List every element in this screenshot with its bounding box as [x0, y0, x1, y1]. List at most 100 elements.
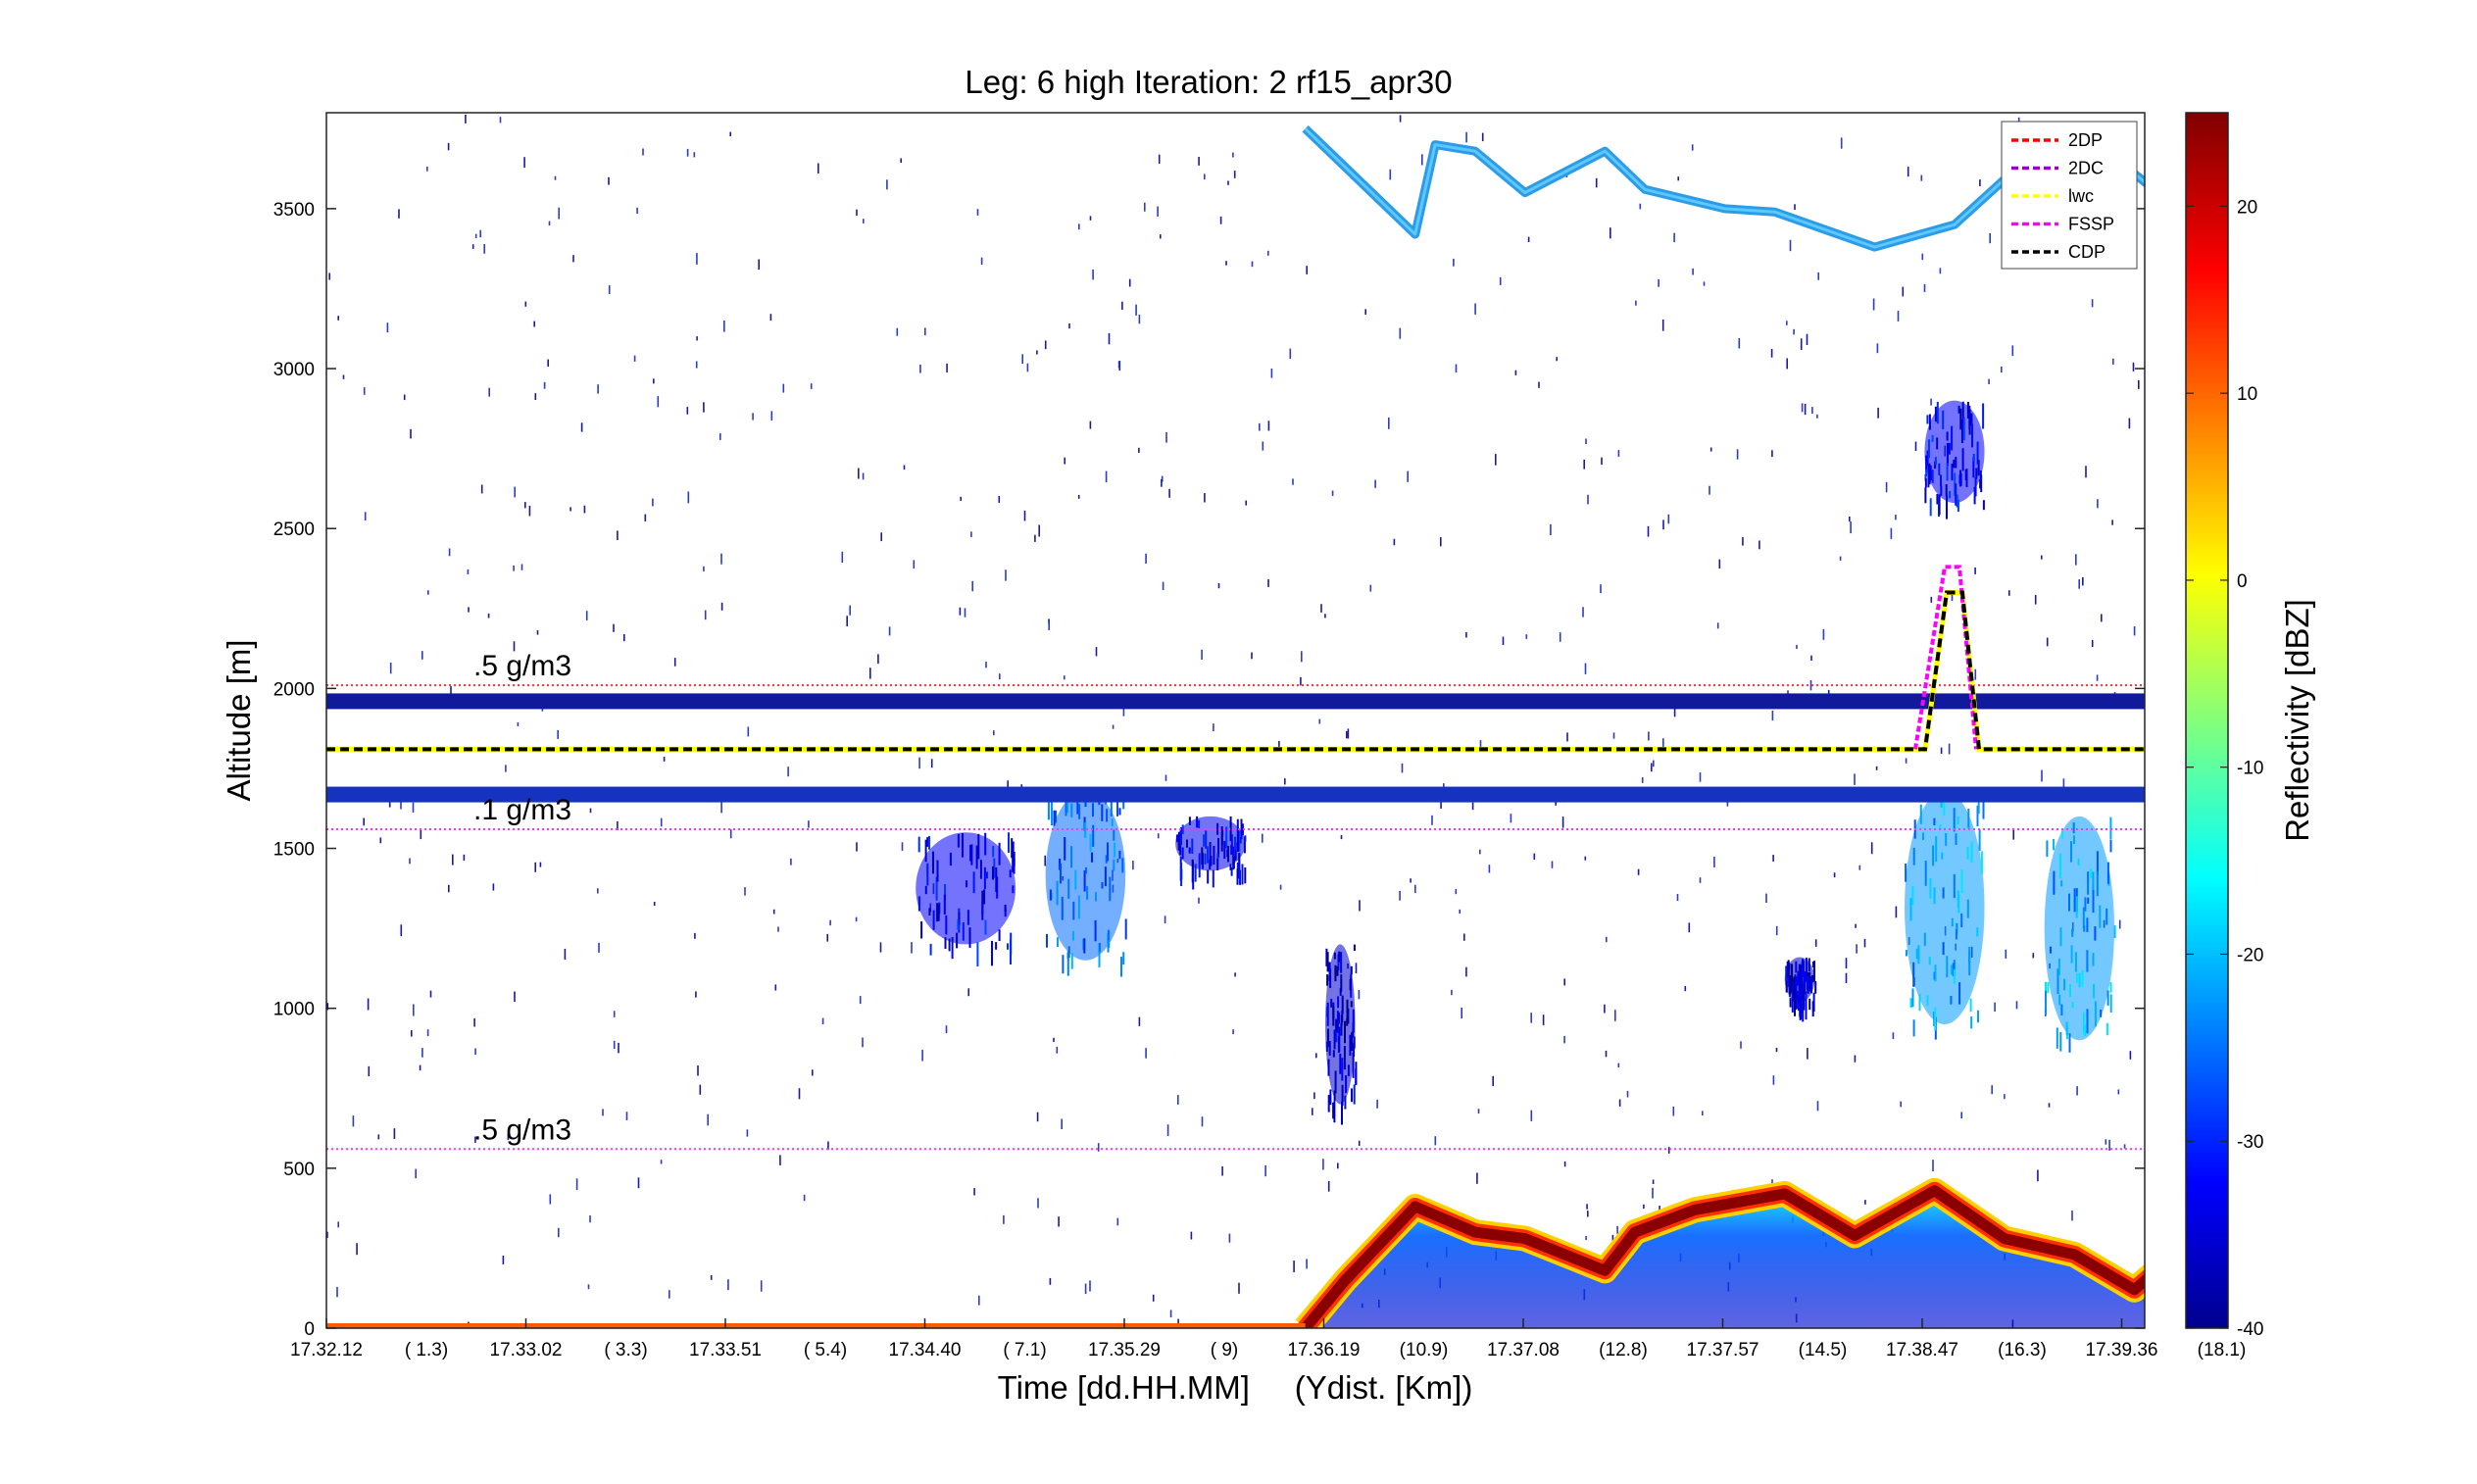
cloud-echo-texture — [2075, 896, 2078, 918]
cloud-echo-texture — [962, 922, 965, 941]
cloud-echo-texture — [2161, 1078, 2163, 1095]
cloud-echo-texture — [1329, 1089, 1332, 1106]
noise-speckle — [1346, 730, 1348, 739]
noise-speckle — [1007, 780, 1009, 791]
cloud-echo-texture — [1009, 869, 1012, 878]
noise-speckle — [2011, 345, 2014, 357]
noise-speckle — [1414, 884, 1416, 894]
cloud-echo-texture — [1341, 1101, 1343, 1125]
noise-speckle — [1463, 933, 1465, 941]
cloud-echo-texture — [2173, 1056, 2175, 1062]
noise-speckle — [1648, 731, 1650, 741]
cloud-echo-texture — [1236, 818, 1239, 844]
cloud-echo-texture — [1328, 1041, 1331, 1056]
cloud-echo-texture — [1795, 985, 1798, 1010]
cloud-echo-texture — [2096, 851, 2099, 875]
noise-speckle — [1164, 774, 1167, 781]
noise-speckle — [660, 817, 663, 827]
noise-speckle — [1806, 333, 1808, 345]
cloud-echo-texture — [1970, 1016, 1973, 1029]
noise-speckle — [808, 820, 810, 828]
noise-speckle — [2132, 362, 2135, 371]
cloud-echo-texture — [924, 885, 927, 895]
cloud-echo-texture — [2148, 1046, 2150, 1068]
cloud-echo-texture — [2077, 858, 2080, 866]
cloud-echo-texture — [1225, 826, 1228, 849]
cloud-echo-texture — [1064, 837, 1066, 861]
cloud-echo-texture — [1353, 1084, 1356, 1105]
noise-speckle — [1796, 644, 1798, 649]
noise-speckle — [967, 988, 969, 997]
noise-speckle — [945, 1025, 948, 1034]
cloud-echo-texture — [1181, 847, 1184, 860]
cloud-echo-texture — [2162, 1073, 2164, 1091]
noise-speckle — [642, 148, 644, 156]
noise-speckle — [1673, 707, 1676, 717]
noise-speckle — [697, 1065, 699, 1076]
noise-speckle — [1068, 323, 1070, 329]
noise-speckle — [1061, 1118, 1063, 1129]
cloud-echo-texture — [1118, 808, 1121, 816]
cloud-echo-texture — [1111, 818, 1114, 826]
noise-speckle — [1169, 1310, 1172, 1317]
cloud-echo-texture — [1012, 841, 1015, 864]
noise-speckle — [1651, 763, 1653, 772]
noise-speckle — [1659, 1206, 1660, 1211]
noise-speckle — [1084, 1283, 1087, 1295]
cloud-echo-texture — [1969, 998, 1972, 1013]
noise-speckle — [1488, 865, 1491, 873]
cloud-echo-texture — [1004, 908, 1007, 917]
noise-speckle — [1320, 604, 1322, 613]
noise-speckle — [1267, 250, 1269, 256]
noise-speckle — [1461, 1008, 1462, 1019]
cloud-echo-texture — [2176, 1083, 2178, 1092]
cloud-echo-texture — [1958, 982, 1961, 1005]
cloud-echo-texture — [2105, 1022, 2108, 1036]
noise-speckle — [1502, 636, 1505, 645]
cloud-echo-texture — [992, 866, 994, 880]
noise-speckle — [1108, 332, 1111, 345]
cloud-echo-texture — [998, 929, 1001, 941]
cloud-echo-texture — [2094, 926, 2097, 941]
cloud-echo-texture — [1809, 978, 1812, 992]
cloud-echo-texture — [1243, 836, 1246, 854]
cloud-echo-texture — [1244, 835, 1247, 842]
noise-speckle — [1994, 1002, 1996, 1012]
cloud-echo-texture — [2161, 1051, 2163, 1076]
noise-speckle — [694, 932, 696, 939]
noise-speckle — [1331, 490, 1334, 496]
cloud-echo-texture — [945, 915, 948, 935]
cloud-echo-texture — [1801, 962, 1804, 984]
cloud-echo-texture — [1086, 886, 1089, 900]
cloud-echo-texture — [1928, 957, 1931, 965]
cloud-echo-texture — [1057, 937, 1059, 947]
x-tick-label: 17.33.51 — [689, 1340, 762, 1360]
noise-speckle — [400, 924, 403, 937]
noise-speckle — [1771, 1179, 1773, 1185]
noise-speckle — [1807, 1048, 1808, 1060]
noise-speckle — [1161, 475, 1164, 482]
noise-speckle — [1492, 1075, 1494, 1087]
cloud-echo-texture — [928, 908, 931, 915]
cloud-echo-texture — [1940, 474, 1942, 486]
noise-speckle — [1740, 1041, 1742, 1049]
cloud-echo-texture — [956, 932, 959, 949]
cloud-echo-texture — [1808, 958, 1810, 971]
noise-speckle — [980, 257, 983, 265]
noise-speckle — [636, 207, 638, 214]
noise-speckle — [1639, 203, 1642, 210]
surface-echo-layer — [326, 1177, 2145, 1328]
noise-speckle — [727, 1279, 729, 1291]
cloud-echo-texture — [1232, 856, 1235, 869]
noise-speckle — [703, 566, 705, 571]
noise-speckle — [499, 117, 502, 124]
cloud-echo-texture — [1912, 848, 1915, 866]
cloud-echo-texture — [1241, 823, 1244, 836]
y-tick-label: 1500 — [273, 840, 315, 861]
cloud-echo-texture — [1118, 850, 1121, 860]
noise-speckle — [752, 413, 754, 420]
cloud-echo-texture — [1960, 913, 1963, 927]
cloud-echo-texture — [1905, 864, 1907, 882]
cloud-echo-texture — [1960, 420, 1963, 444]
noise-speckle — [869, 668, 871, 679]
